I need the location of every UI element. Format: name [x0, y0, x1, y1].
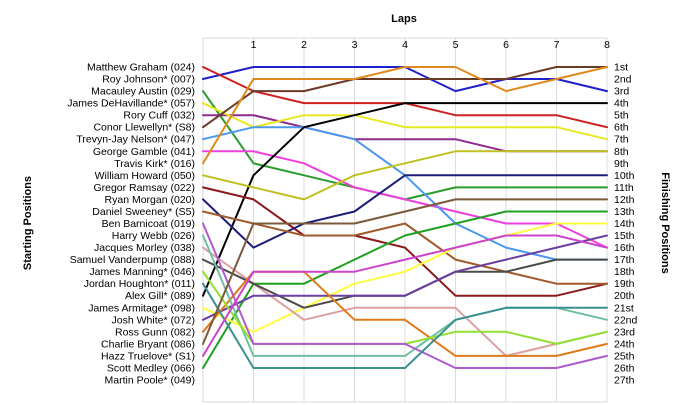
- finishing-position-label: 21st: [614, 302, 634, 314]
- x-tick-labels: 1 2 3 4 5 6 7 8: [251, 39, 611, 51]
- finishing-position-label: 11th: [614, 182, 634, 194]
- starting-position-label: Jacques Morley (038): [94, 242, 195, 254]
- driver-position-line: [202, 234, 608, 357]
- starting-position-label: Daniel Sweeney* (S5): [92, 206, 195, 218]
- driver-position-line: [202, 150, 608, 201]
- x-tick-label: 5: [453, 39, 459, 51]
- driver-position-line: [202, 150, 608, 249]
- finishing-position-label: 13th: [614, 206, 635, 218]
- finishing-position-label: 23rd: [614, 326, 635, 338]
- driver-position-line: [202, 174, 608, 249]
- starting-position-label: Martin Poole* (049): [105, 375, 195, 387]
- finishing-position-label: 4th: [614, 98, 629, 110]
- finishing-position-label: 15th: [614, 230, 635, 242]
- finishing-position-labels: 1st2nd3rd4th5th6th7th8th9th10th11th12th1…: [614, 62, 638, 387]
- starting-position-label: Ryan Morgan (020): [105, 194, 195, 206]
- finishing-position-label: 27th: [614, 375, 635, 387]
- starting-position-label: Trevyn-Jay Nelson* (047): [76, 134, 195, 146]
- x-tick-label: 6: [503, 39, 509, 51]
- starting-position-label: Scott Medley (066): [107, 362, 195, 374]
- starting-position-label: Matthew Graham (024): [87, 62, 195, 74]
- starting-position-label: Travis Kirk* (016): [114, 158, 195, 170]
- finishing-position-label: 12th: [614, 194, 635, 206]
- x-tick-label: 7: [554, 39, 560, 51]
- driver-position-line: [202, 282, 608, 369]
- x-tick-label: 8: [604, 39, 610, 51]
- finishing-position-label: 1st: [614, 62, 628, 74]
- finishing-position-label: 7th: [614, 134, 629, 146]
- driver-position-line: [202, 222, 608, 333]
- finishing-position-label: 17th: [614, 254, 635, 266]
- driver-position-line: [202, 210, 608, 369]
- starting-position-label: James Manning* (046): [89, 266, 195, 278]
- x-tick-label: 3: [352, 39, 358, 51]
- driver-position-line: [202, 102, 608, 297]
- starting-position-label: Jordan Houghton* (011): [84, 278, 195, 290]
- series-lines: [202, 66, 608, 369]
- starting-position-label: William Howard (050): [95, 170, 195, 182]
- driver-position-line: [202, 210, 608, 285]
- finishing-position-label: 25th: [614, 350, 635, 362]
- starting-position-label: Samuel Vanderpump (088): [70, 254, 195, 266]
- x-axis-title: Laps: [391, 13, 417, 25]
- starting-position-label: Charlie Bryant (086): [101, 338, 195, 350]
- driver-position-line: [202, 222, 608, 369]
- finishing-position-label: 18th: [614, 266, 635, 278]
- left-axis-title: Starting Positions: [22, 176, 34, 270]
- driver-position-line: [202, 186, 608, 297]
- starting-position-label: Roy Johnson* (007): [102, 74, 195, 86]
- starting-position-label: Rory Cuff (032): [123, 110, 195, 122]
- x-tick-label: 4: [402, 39, 408, 51]
- driver-position-line: [202, 102, 608, 141]
- finishing-position-label: 14th: [614, 218, 635, 230]
- starting-position-label: Conor Llewellyn* (S8): [93, 122, 195, 134]
- finishing-position-label: 20th: [614, 290, 635, 302]
- x-tick-label: 2: [301, 39, 307, 51]
- starting-position-label: Josh White* (072): [112, 314, 195, 326]
- starting-position-label: George Gamble (041): [93, 146, 195, 158]
- right-axis-title: Finishing Positions: [659, 172, 671, 273]
- finishing-position-label: 3rd: [614, 86, 629, 98]
- starting-position-label: James DeHavillande* (057): [67, 98, 195, 110]
- driver-position-line: [202, 66, 608, 165]
- finishing-position-label: 24th: [614, 338, 635, 350]
- starting-position-label: Hazz Truelove* (S1): [101, 350, 195, 362]
- finishing-position-label: 22nd: [614, 314, 638, 326]
- starting-position-label: Harry Webb (026): [112, 230, 195, 242]
- finishing-position-label: 10th: [614, 170, 635, 182]
- starting-position-label: Macauley Austin (029): [91, 86, 195, 98]
- finishing-position-label: 8th: [614, 146, 629, 158]
- finishing-position-label: 26th: [614, 362, 635, 374]
- starting-position-label: Ross Gunn (082): [115, 326, 195, 338]
- starting-position-label: Ben Barnicoat (019): [102, 218, 195, 230]
- starting-position-labels: Matthew Graham (024)Roy Johnson* (007)Ma…: [67, 62, 195, 387]
- finishing-position-label: 6th: [614, 122, 629, 134]
- driver-position-line: [202, 198, 608, 345]
- driver-position-line: [202, 234, 608, 321]
- driver-position-line: [202, 66, 608, 129]
- starting-position-label: Gregor Ramsay (022): [93, 182, 195, 194]
- starting-position-label: James Armitage* (098): [88, 302, 195, 314]
- finishing-position-label: 16th: [614, 242, 635, 254]
- starting-position-label: Alex Gill* (089): [125, 290, 195, 302]
- finishing-position-label: 19th: [614, 278, 635, 290]
- x-tick-label: 1: [251, 39, 257, 51]
- finishing-position-label: 5th: [614, 110, 629, 122]
- finishing-position-label: 2nd: [614, 74, 632, 86]
- finishing-position-label: 9th: [614, 158, 629, 170]
